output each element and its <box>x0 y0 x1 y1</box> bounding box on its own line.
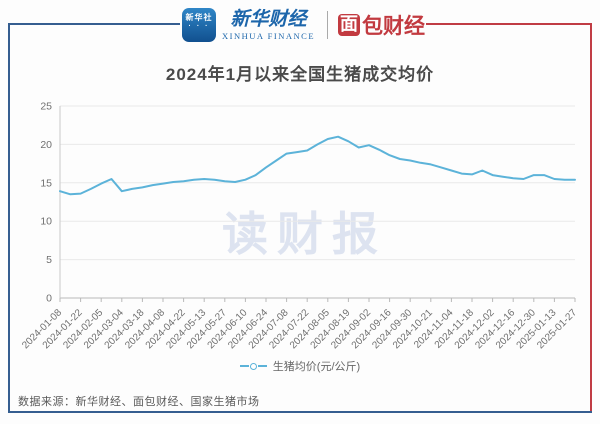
frame-right-line <box>590 23 592 413</box>
legend-line-right <box>257 365 267 367</box>
chart-legend[interactable]: 生猪均价(元/公斤) <box>0 358 600 374</box>
xinhua-finance-name: 新华财经 <box>230 8 307 30</box>
frame-left-line <box>8 23 10 413</box>
frame-top-right-line <box>426 23 592 25</box>
price-line-series <box>59 135 576 196</box>
watermark-text: 读财报 <box>222 208 387 260</box>
y-axis-label: 10 <box>40 216 52 228</box>
bread-finance-logo: 面 包财经 <box>338 10 425 40</box>
xinhua-icon-stars: · · · <box>188 23 210 31</box>
bread-finance-first-char: 面 <box>338 14 361 36</box>
header-logos: 新华社 · · · 新华财经 XINHUA FINANCE 面 包财经 <box>182 4 428 46</box>
legend-label: 生猪均价(元/公斤) <box>272 361 361 373</box>
xinhua-icon-text: 新华社 <box>185 13 213 22</box>
bread-finance-rest: 包财经 <box>362 15 426 38</box>
data-source-note: 数据来源：新华财经、面包财经、国家生猪市场 <box>18 396 260 408</box>
y-axis-label: 20 <box>40 139 52 151</box>
xinhua-finance-english: XINHUA FINANCE <box>222 30 316 41</box>
legend-line-left <box>239 365 249 367</box>
xinhua-news-agency-icon: 新华社 · · · <box>182 8 216 42</box>
y-axis-label: 0 <box>46 293 52 305</box>
xinhua-finance-logo: 新华财经 XINHUA FINANCE <box>222 10 315 41</box>
chart-title: 2024年1月以来全国生猪成交均价 <box>165 65 435 84</box>
frame-top-left-line <box>8 23 180 25</box>
y-axis-label: 15 <box>40 177 52 189</box>
frame-bottom-line <box>8 411 592 413</box>
logo-divider <box>327 11 329 39</box>
legend-circle-marker <box>249 362 257 370</box>
y-axis-label: 25 <box>40 101 52 113</box>
y-axis-label: 5 <box>46 254 52 266</box>
